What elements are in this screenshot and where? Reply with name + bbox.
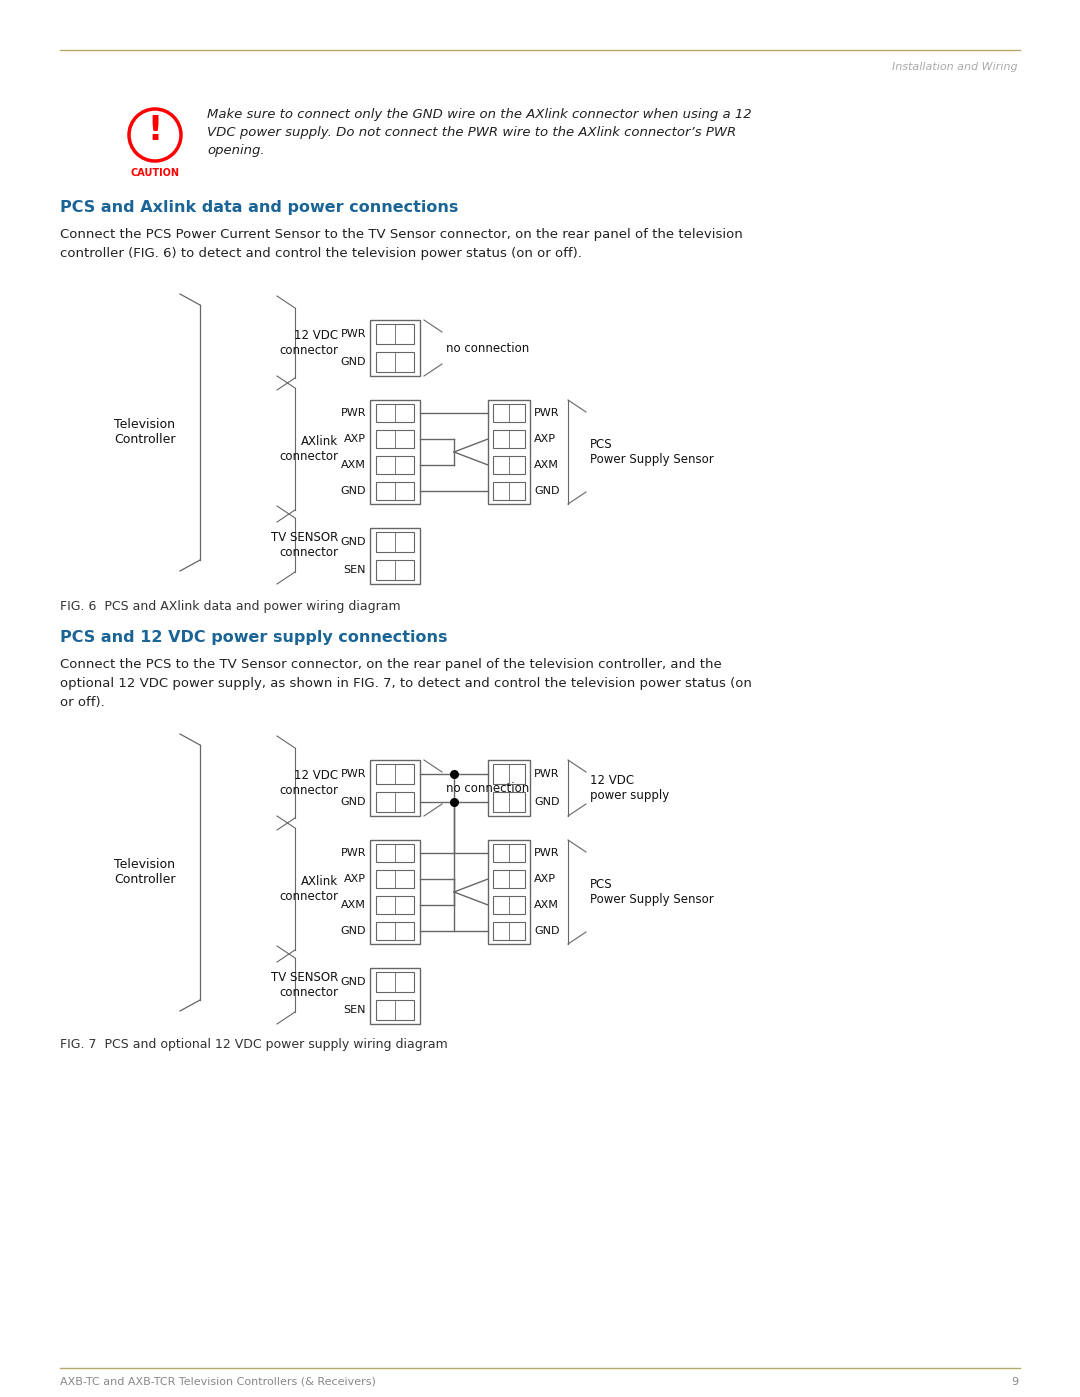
Bar (494, 792, 525, 812)
Text: PWR: PWR (340, 330, 366, 339)
Bar (494, 870, 525, 888)
Text: PCS and 12 VDC power supply connections: PCS and 12 VDC power supply connections (60, 630, 447, 645)
Text: GND: GND (340, 486, 366, 496)
Text: Installation and Wiring: Installation and Wiring (892, 61, 1018, 73)
Text: GND: GND (534, 486, 559, 496)
Bar (494, 404, 525, 422)
Bar (376, 844, 414, 862)
Text: Television
Controller: Television Controller (114, 418, 176, 446)
Circle shape (129, 109, 181, 161)
Text: AXlink
connector: AXlink connector (279, 875, 338, 902)
Text: AXM: AXM (341, 460, 366, 469)
Text: SEN: SEN (343, 564, 366, 576)
Bar (376, 1000, 414, 1020)
Text: TV SENSOR
connector: TV SENSOR connector (271, 971, 338, 999)
Text: 12 VDC
connector: 12 VDC connector (279, 330, 338, 358)
Bar (376, 455, 414, 474)
Bar (370, 400, 420, 504)
Bar (376, 972, 414, 992)
Text: PCS
Power Supply Sensor: PCS Power Supply Sensor (590, 439, 714, 467)
Text: AXB-TC and AXB-TCR Television Controllers (& Receivers): AXB-TC and AXB-TCR Television Controller… (60, 1377, 376, 1387)
Text: FIG. 7  PCS and optional 12 VDC power supply wiring diagram: FIG. 7 PCS and optional 12 VDC power sup… (60, 1038, 448, 1051)
Bar (494, 764, 525, 784)
Bar (376, 404, 414, 422)
Bar (376, 895, 414, 914)
Text: PWR: PWR (534, 848, 559, 858)
Text: PWR: PWR (534, 408, 559, 418)
Bar (488, 760, 530, 816)
Text: AXP: AXP (345, 434, 366, 444)
Text: PWR: PWR (534, 768, 559, 780)
Text: Connect the PCS Power Current Sensor to the TV Sensor connector, on the rear pan: Connect the PCS Power Current Sensor to … (60, 228, 743, 260)
Text: 9: 9 (1011, 1377, 1018, 1387)
Text: AXP: AXP (534, 434, 556, 444)
Text: GND: GND (340, 977, 366, 988)
Text: CAUTION: CAUTION (131, 168, 179, 177)
Bar (494, 482, 525, 500)
Text: GND: GND (534, 926, 559, 936)
Text: GND: GND (340, 926, 366, 936)
Bar (376, 792, 414, 812)
Text: PCS and Axlink data and power connections: PCS and Axlink data and power connection… (60, 200, 458, 215)
Bar (376, 324, 414, 344)
Bar (370, 528, 420, 584)
Text: GND: GND (340, 536, 366, 548)
Bar (494, 430, 525, 448)
Bar (494, 922, 525, 940)
Text: no connection: no connection (446, 781, 529, 795)
Bar (376, 482, 414, 500)
Text: PWR: PWR (340, 848, 366, 858)
Text: FIG. 6  PCS and AXlink data and power wiring diagram: FIG. 6 PCS and AXlink data and power wir… (60, 599, 401, 613)
Text: AXM: AXM (341, 900, 366, 909)
Bar (494, 895, 525, 914)
Bar (376, 870, 414, 888)
Text: SEN: SEN (343, 1004, 366, 1016)
Text: AXP: AXP (345, 875, 366, 884)
Text: Make sure to connect only the GND wire on the AXlink connector when using a 12
V: Make sure to connect only the GND wire o… (207, 108, 752, 156)
Text: TV SENSOR
connector: TV SENSOR connector (271, 531, 338, 559)
Bar (376, 560, 414, 580)
Text: Television
Controller: Television Controller (114, 858, 176, 886)
Text: PWR: PWR (340, 408, 366, 418)
Text: AXlink
connector: AXlink connector (279, 434, 338, 462)
Text: AXM: AXM (534, 900, 558, 909)
Bar (370, 968, 420, 1024)
Bar (376, 922, 414, 940)
Text: PWR: PWR (340, 768, 366, 780)
Text: 12 VDC
connector: 12 VDC connector (279, 768, 338, 798)
Text: 12 VDC
power supply: 12 VDC power supply (590, 774, 670, 802)
Text: AXM: AXM (534, 460, 558, 469)
Bar (370, 760, 420, 816)
Bar (376, 430, 414, 448)
Text: GND: GND (340, 798, 366, 807)
Bar (494, 455, 525, 474)
Text: PCS
Power Supply Sensor: PCS Power Supply Sensor (590, 877, 714, 907)
Text: !: ! (148, 113, 163, 147)
Bar (376, 764, 414, 784)
Bar (370, 320, 420, 376)
Bar (370, 840, 420, 944)
Text: AXP: AXP (534, 875, 556, 884)
Text: GND: GND (340, 358, 366, 367)
Text: no connection: no connection (446, 341, 529, 355)
Bar (376, 352, 414, 372)
Bar (494, 844, 525, 862)
Bar (376, 532, 414, 552)
Text: GND: GND (534, 798, 559, 807)
Bar (488, 840, 530, 944)
Bar (488, 400, 530, 504)
Text: Connect the PCS to the TV Sensor connector, on the rear panel of the television : Connect the PCS to the TV Sensor connect… (60, 658, 752, 710)
